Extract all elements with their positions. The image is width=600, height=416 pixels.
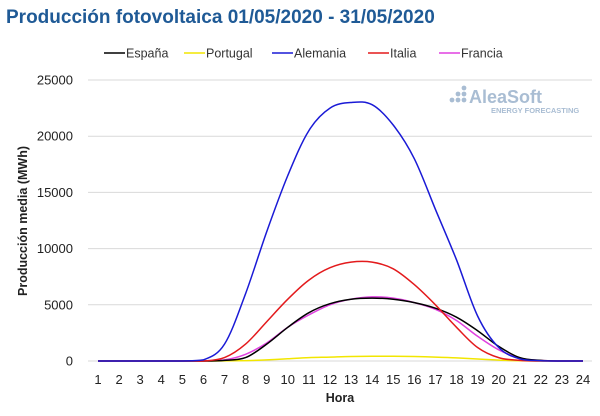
y-tick-label: 15000 bbox=[37, 185, 73, 200]
x-tick-label: 17 bbox=[428, 372, 442, 387]
x-tick-label: 9 bbox=[263, 372, 270, 387]
y-tick-label: 5000 bbox=[44, 297, 73, 312]
series-lines bbox=[98, 101, 583, 362]
x-tick-label: 8 bbox=[242, 372, 249, 387]
x-tick-label: 15 bbox=[386, 372, 400, 387]
x-tick-label: 14 bbox=[365, 372, 379, 387]
chart-title: Producción fotovoltaica 01/05/2020 - 31/… bbox=[6, 7, 435, 28]
x-tick-label: 24 bbox=[576, 372, 590, 387]
x-tick-label: 11 bbox=[302, 372, 316, 387]
x-tick-label: 21 bbox=[513, 372, 527, 387]
series-line-alemania bbox=[98, 101, 583, 362]
x-tick-label: 23 bbox=[555, 372, 569, 387]
watermark-tagline: ENERGY FORECASTING bbox=[491, 106, 579, 115]
series-line-españa bbox=[98, 297, 583, 362]
x-tick-label: 4 bbox=[158, 372, 165, 387]
series-line-italia bbox=[98, 260, 583, 362]
x-tick-label: 1 bbox=[94, 372, 101, 387]
y-tick-label: 25000 bbox=[37, 73, 73, 88]
gridlines bbox=[88, 79, 592, 362]
legend: España Portugal Alemania Italia Francia bbox=[104, 47, 503, 61]
x-axis-ticks: 1 2 3 4 5 6 7 8 9 10 11 12 13 14 15 16 17 18 19 20 21 22 23 24 bbox=[94, 372, 590, 387]
x-tick-label: 18 bbox=[449, 372, 463, 387]
aleasoft-watermark: AleaSoft ENERGY FORECASTING bbox=[449, 85, 579, 115]
x-tick-label: 13 bbox=[344, 372, 358, 387]
x-tick-label: 5 bbox=[179, 372, 186, 387]
x-tick-label: 7 bbox=[221, 372, 228, 387]
legend-label: Francia bbox=[461, 47, 503, 61]
x-tick-label: 16 bbox=[407, 372, 421, 387]
legend-label: Alemania bbox=[294, 47, 346, 61]
x-tick-label: 10 bbox=[281, 372, 295, 387]
x-tick-label: 22 bbox=[534, 372, 548, 387]
x-tick-label: 19 bbox=[470, 372, 484, 387]
x-tick-label: 6 bbox=[200, 372, 207, 387]
y-axis-title: Producción media (MWh) bbox=[16, 146, 30, 296]
series-line-francia bbox=[98, 296, 583, 362]
y-tick-label: 10000 bbox=[37, 241, 73, 256]
legend-label: España bbox=[126, 47, 168, 61]
y-tick-label: 0 bbox=[66, 354, 73, 369]
x-tick-label: 12 bbox=[323, 372, 337, 387]
x-tick-label: 3 bbox=[137, 372, 144, 387]
watermark-brand: AleaSoft bbox=[469, 87, 542, 107]
y-axis-ticks: 0 5000 10000 15000 20000 25000 bbox=[37, 73, 73, 369]
x-axis-title: Hora bbox=[326, 391, 356, 405]
aleasoft-logo-icon bbox=[449, 85, 467, 103]
x-tick-label: 2 bbox=[115, 372, 122, 387]
legend-label: Italia bbox=[390, 47, 416, 61]
y-tick-label: 20000 bbox=[37, 129, 73, 144]
legend-label: Portugal bbox=[206, 47, 253, 61]
x-tick-label: 20 bbox=[491, 372, 505, 387]
